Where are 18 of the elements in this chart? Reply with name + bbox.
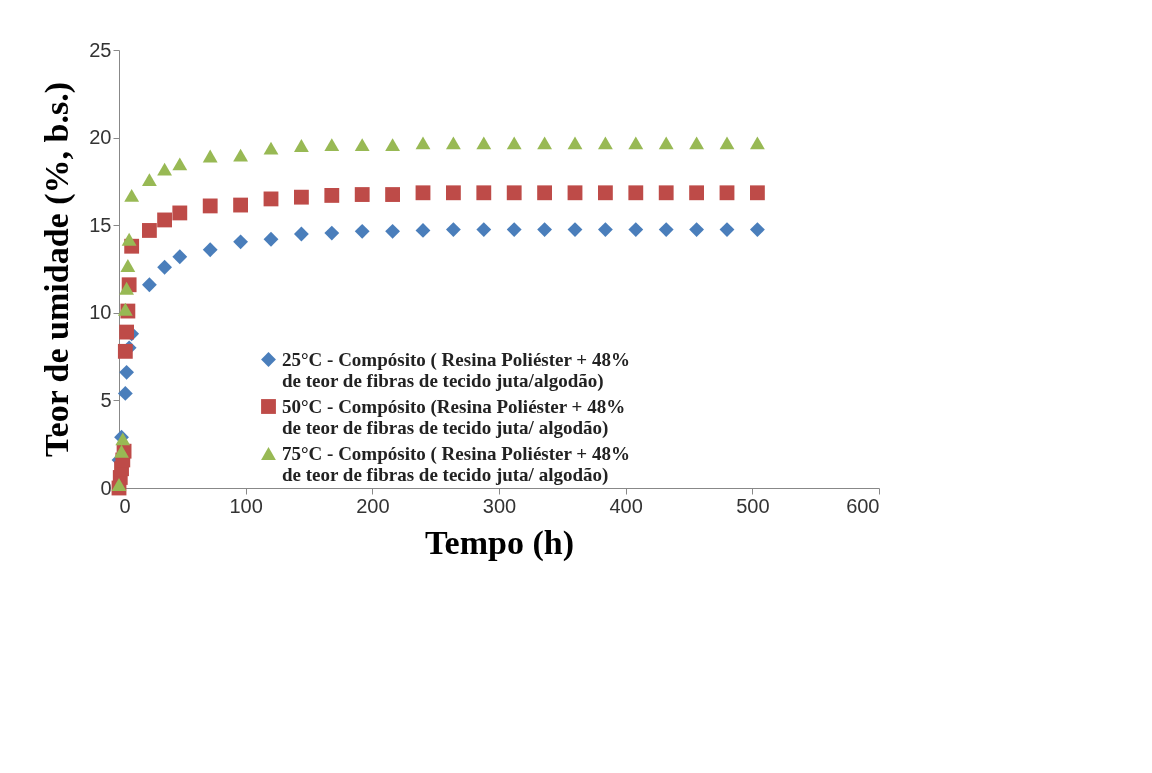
y-axis-title: Teor de umidade (%, b.s.) bbox=[38, 82, 77, 457]
x-tick-label: 200 bbox=[356, 494, 390, 517]
x-tick-label: 300 bbox=[482, 494, 517, 517]
legend-label: 75°C - Compósito ( Resina Poliéster + 48% de teor de fibras de tecido juta/ algodão) bbox=[282, 442, 630, 486]
x-tick-label: 400 bbox=[609, 494, 643, 517]
y-tick-label: 0 bbox=[100, 476, 112, 499]
legend-label: 50°C - Compósito (Resina Poliéster + 48% de teor de fibras de tecido juta/ algodão) bbox=[282, 395, 626, 439]
y-tick-label: 20 bbox=[89, 126, 112, 149]
x-tick-label: 0 bbox=[119, 494, 131, 517]
y-tick-label: 25 bbox=[89, 38, 112, 61]
y-tick-label: 10 bbox=[89, 301, 112, 324]
x-tick-label: 100 bbox=[229, 494, 263, 517]
legend-label: 25°C - Compósito ( Resina Poliéster + 48% de teor de fibras de tecido juta/algodão) bbox=[282, 348, 630, 392]
y-tick-label: 5 bbox=[100, 388, 112, 411]
x-tick-label: 500 bbox=[736, 494, 770, 517]
x-axis-title: Tempo (h) bbox=[425, 523, 574, 562]
x-tick-label: 600 bbox=[846, 494, 880, 517]
y-tick-label: 15 bbox=[89, 213, 112, 236]
